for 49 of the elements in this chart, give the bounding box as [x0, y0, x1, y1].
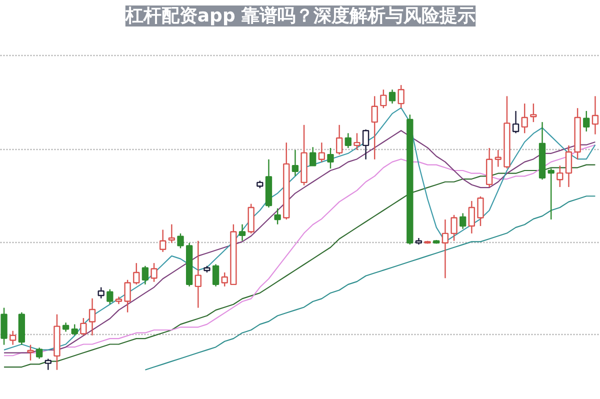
candlestick [221, 272, 228, 288]
candlestick [344, 132, 352, 149]
candlestick [556, 165, 564, 188]
candlestick [530, 102, 537, 123]
candlestick [150, 262, 158, 282]
candlestick [460, 212, 466, 230]
candlestick [494, 149, 502, 168]
candlestick [592, 96, 599, 135]
candlestick [124, 279, 131, 313]
candlestick [512, 110, 520, 134]
candlestick [36, 347, 43, 360]
candlestick [177, 232, 184, 249]
candlestick [327, 147, 334, 170]
candlestick [133, 262, 140, 286]
candlestick [468, 200, 476, 234]
candlestick [160, 229, 166, 253]
candlestick [27, 344, 34, 362]
candlestick [106, 288, 114, 305]
candlestick [442, 218, 449, 279]
candlestick [142, 265, 149, 286]
candlestick [548, 168, 554, 220]
candlestick [380, 89, 387, 109]
candlestick [450, 214, 458, 242]
candlestick [292, 149, 299, 177]
candlestick [44, 358, 52, 370]
candlestick [274, 208, 281, 225]
candlestick [583, 110, 590, 132]
candlestick [362, 128, 370, 160]
candlestick [194, 240, 202, 308]
candlestick [336, 124, 343, 156]
candlestick [168, 224, 176, 244]
candlestick [88, 298, 96, 336]
candlestick [388, 89, 396, 104]
candlestick [238, 224, 246, 242]
candlestick [521, 102, 528, 134]
candlestick [354, 132, 360, 151]
candlestick [98, 286, 104, 299]
candlestick [398, 84, 404, 109]
candlestick [71, 324, 78, 336]
candlestick [310, 146, 316, 166]
candlestick [565, 144, 572, 188]
candlestick [10, 330, 16, 346]
candlestick [477, 196, 484, 227]
candlestick [212, 264, 220, 288]
candlestick [0, 307, 8, 346]
candlestick [318, 142, 326, 163]
candlestick [80, 317, 87, 336]
candlestick [371, 96, 378, 160]
candlestick [62, 322, 70, 332]
